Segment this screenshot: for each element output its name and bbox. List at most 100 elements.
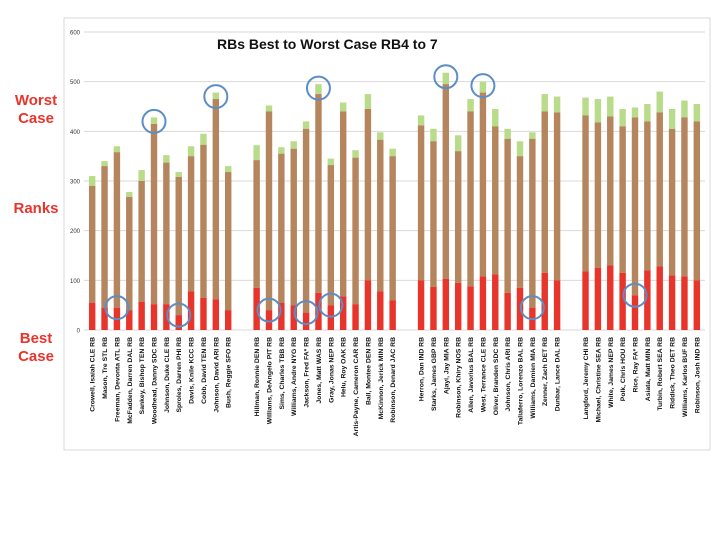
bar-best-segment [582, 271, 589, 330]
bar-worst-segment [364, 94, 372, 109]
y-tick-label: 0 [77, 329, 81, 335]
bar-worst-segment [88, 176, 96, 186]
bar-middle-segment [290, 148, 297, 306]
worst-case-text: Worst Case [14, 92, 58, 127]
bar-best-segment [88, 302, 96, 330]
bar-worst-segment [290, 141, 297, 149]
bar-middle-segment [417, 125, 425, 281]
x-tick-label: Asiata, Matt MIN RB [645, 337, 652, 401]
bar-best-segment [290, 305, 297, 330]
bar-middle-segment [619, 126, 626, 273]
x-tick-label: Robinson, Khiry NOS RB [456, 337, 463, 418]
bar-best-segment [553, 280, 561, 330]
bar-best-segment [126, 310, 133, 330]
bar-middle-segment [529, 138, 536, 308]
bar-worst-segment [175, 172, 182, 178]
ranks-label: Ranks [0, 200, 72, 218]
bar-middle-segment [516, 156, 524, 288]
highlight-circle [305, 75, 331, 101]
bar-best-segment [607, 265, 614, 330]
bar-middle-segment [644, 121, 651, 271]
bar-best-segment [619, 272, 626, 330]
x-tick-label: Williams, Andre NYG RB [291, 337, 298, 416]
x-tick-label: McKinnon, Jerick MIN RB [378, 337, 385, 419]
bar-worst-segment [644, 104, 651, 122]
best-case-label: Best Case [0, 330, 72, 366]
bar-best-segment [278, 302, 285, 330]
bar-best-segment [377, 291, 384, 330]
bar-worst-segment [504, 128, 511, 139]
x-tick-label: White, James NEP RB [608, 337, 615, 408]
bar-worst-segment [656, 91, 663, 113]
bar-middle-segment [126, 196, 133, 311]
x-tick-label: Williams, Damien MIA RB [530, 337, 537, 419]
bar-best-segment [467, 286, 474, 330]
bar-worst-segment [302, 121, 310, 129]
bar-middle-segment [467, 111, 474, 287]
bar-best-segment [302, 312, 310, 330]
bar-best-segment [163, 304, 170, 330]
x-tick-label: McFadden, Darren DAL RB [127, 337, 134, 424]
bar-middle-segment [442, 84, 450, 279]
highlight-circle [141, 108, 167, 134]
x-tick-label: Mason, Tre STL RB [102, 337, 109, 399]
x-tick-label: Oliver, Branden SDC RB [493, 337, 500, 415]
bar-middle-segment [594, 122, 602, 268]
bar-worst-segment [467, 99, 474, 112]
x-tick-label: West, Terrance CLE RB [480, 337, 487, 412]
bar-worst-segment [150, 117, 158, 124]
x-tick-label: Rice, Ray FA* RB [632, 337, 639, 393]
bar-best-segment [187, 291, 195, 330]
bar-worst-segment [607, 96, 614, 117]
bar-worst-segment [553, 96, 561, 113]
bar-middle-segment [693, 121, 701, 281]
bar-worst-segment [479, 81, 487, 93]
bar-best-segment [504, 292, 511, 330]
x-tick-label: Cobb, David TEN RB [201, 337, 208, 404]
bar-best-segment [364, 280, 372, 330]
bar-middle-segment [327, 165, 335, 306]
worst-case-label: Worst Case [0, 92, 72, 128]
bar-worst-segment [265, 105, 273, 112]
x-tick-label: Johnson, Chris ARI RB [505, 337, 512, 412]
bar-middle-segment [430, 141, 437, 287]
x-tick-label: Polk, Chris HOU RB [620, 337, 627, 401]
bar-best-segment [339, 296, 347, 330]
highlight-circle [433, 64, 459, 90]
bar-middle-segment [352, 157, 359, 305]
bar-worst-segment [529, 132, 536, 139]
x-tick-label: Taliaferro, Lorenzo BAL RB [518, 337, 525, 425]
x-tick-label: Crowell, Isaiah CLE RB [90, 337, 97, 412]
bar-worst-segment [113, 146, 121, 153]
highlight-circle [293, 300, 319, 326]
bar-worst-segment [253, 145, 260, 161]
bar-worst-segment [430, 128, 437, 142]
highlight-circle [203, 84, 229, 110]
bar-worst-segment [278, 147, 285, 154]
x-tick-label: Williams, Karlos BUF RB [682, 337, 689, 417]
bar-best-segment [417, 280, 425, 330]
bar-worst-segment [668, 108, 676, 129]
x-tick-label: Allen, Javorius BAL RB [468, 337, 475, 413]
bar-middle-segment [88, 185, 96, 303]
bar-best-segment [212, 299, 220, 330]
bar-middle-segment [315, 94, 322, 293]
bar-best-segment [656, 266, 663, 330]
bar-best-segment [265, 310, 273, 330]
bar-best-segment [492, 274, 499, 330]
x-tick-label: Williams, DeAngelo PIT RB [266, 337, 273, 424]
bar-best-segment [693, 280, 701, 330]
bar-middle-segment [582, 115, 589, 272]
bar-middle-segment [138, 181, 145, 302]
bar-middle-segment [553, 112, 561, 281]
x-tick-label: Ball, Montee DEN RB [365, 337, 372, 405]
bar-worst-segment [352, 150, 359, 158]
bar-middle-segment [278, 153, 285, 303]
x-tick-label: Zenner, Zach DET RB [542, 337, 549, 406]
bar-middle-segment [302, 128, 310, 313]
bar-worst-segment [315, 84, 322, 95]
bar-middle-segment [187, 156, 195, 292]
bar-worst-segment [417, 115, 425, 126]
bar-best-segment [594, 267, 602, 330]
x-tick-label: Robinson, Josh IND RB [694, 337, 701, 413]
